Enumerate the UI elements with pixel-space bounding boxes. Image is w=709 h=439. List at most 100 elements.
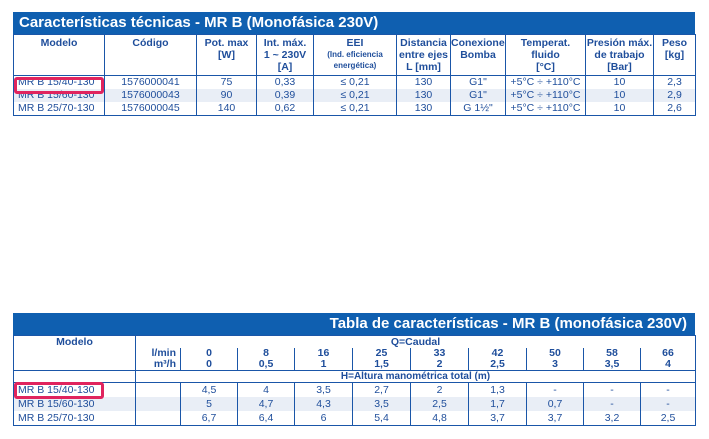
eei-cell: ≤ 0,21 <box>313 89 397 102</box>
head-value: 1,7 <box>468 397 527 411</box>
power-cell: 75 <box>196 75 257 89</box>
table-row: MR B 15/40-130 1576000041 75 0,33 ≤ 0,21… <box>13 75 696 89</box>
performance-panel: Tabla de características - MR B (monofás… <box>13 313 696 433</box>
col-header-conexiones: Conexiones Bomba <box>450 34 506 76</box>
col-header-presion: Presión máx. de trabajo [Bar] <box>585 34 654 76</box>
technical-specs-title: Características técnicas - MR B (Monofás… <box>13 12 695 34</box>
altura-header: H=Altura manométrica total (m) <box>135 370 696 383</box>
connection-cell: G 1½" <box>450 102 506 116</box>
head-value: 2,5 <box>640 411 696 426</box>
col-header-codigo: Código <box>104 34 197 76</box>
head-value: 4 <box>237 382 295 397</box>
empty-cell <box>135 411 181 426</box>
temperature-cell: +5°C ÷ +110°C <box>505 102 586 116</box>
current-cell: 0,39 <box>256 89 314 102</box>
head-value: - <box>583 382 641 397</box>
distance-cell: 130 <box>396 89 451 102</box>
temperature-cell: +5°C ÷ +110°C <box>505 75 586 89</box>
weight-cell: 2,6 <box>653 102 696 116</box>
lmin-value: 0 <box>180 348 238 359</box>
pressure-cell: 10 <box>585 102 654 116</box>
altura-header-row: H=Altura manométrica total (m) <box>13 370 696 383</box>
m3h-value: 0,5 <box>237 359 295 371</box>
performance-header-row: Modelo Q=Caudal <box>13 335 696 348</box>
m3h-value: 0 <box>180 359 238 371</box>
empty-cell <box>135 382 181 397</box>
unit-m3h: m³/h <box>135 359 181 371</box>
lmin-value: 25 <box>352 348 411 359</box>
table-row: MR B 15/60-130 1576000043 90 0,39 ≤ 0,21… <box>13 89 696 102</box>
current-cell: 0,62 <box>256 102 314 116</box>
connection-cell: G1" <box>450 89 506 102</box>
power-cell: 90 <box>196 89 257 102</box>
model-cell: MR B 25/70-130 <box>13 411 136 426</box>
col-header-peso: Peso [kg] <box>653 34 696 76</box>
pressure-cell: 10 <box>585 75 654 89</box>
technical-specs-table: Modelo Código Pot. max [W] Int. máx. 1 ~ 2… <box>13 34 696 116</box>
current-cell: 0,33 <box>256 75 314 89</box>
lmin-value: 33 <box>410 348 469 359</box>
head-value: - <box>640 382 696 397</box>
model-cell: MR B 15/40-130 <box>13 382 136 397</box>
table-row: MR B 15/60-130 5 4,7 4,3 3,5 2,5 1,7 0,7… <box>13 397 696 411</box>
table-row: MR B 25/70-130 6,7 6,4 6 5,4 4,8 3,7 3,7… <box>13 411 696 426</box>
m3h-value: 1,5 <box>352 359 411 371</box>
distance-cell: 130 <box>396 75 451 89</box>
head-value: 6 <box>294 411 353 426</box>
connection-cell: G1" <box>450 75 506 89</box>
col-header-int-max: Int. máx. 1 ~ 230V [A] <box>256 34 314 76</box>
caudal-header: Q=Caudal <box>135 335 696 348</box>
head-value: 3,5 <box>294 382 353 397</box>
lmin-row: l/min 0 8 16 25 33 42 50 58 66 <box>13 348 696 359</box>
m3h-value: 4 <box>640 359 696 371</box>
head-value: 3,7 <box>468 411 527 426</box>
head-value: 4,7 <box>237 397 295 411</box>
m3h-value: 1 <box>294 359 353 371</box>
eei-cell: ≤ 0,21 <box>313 102 397 116</box>
model-cell: MR B 25/70-130 <box>13 102 105 116</box>
col-header-distancia: Distancia entre ejes L [mm] <box>396 34 451 76</box>
m3h-row: m³/h 0 0,5 1 1,5 2 2,5 3 3,5 4 <box>13 359 696 371</box>
head-value: - <box>640 397 696 411</box>
technical-specs-header-row: Modelo Código Pot. max [W] Int. máx. 1 ~ 2… <box>13 34 696 76</box>
head-value: 4,8 <box>410 411 469 426</box>
power-cell: 140 <box>196 102 257 116</box>
lmin-value: 58 <box>583 348 641 359</box>
code-cell: 1576000045 <box>104 102 197 116</box>
highlight-box-specs-row <box>14 77 104 94</box>
m3h-value: 3,5 <box>583 359 641 371</box>
head-value: - <box>583 397 641 411</box>
performance-title: Tabla de características - MR B (monofás… <box>13 313 695 335</box>
table-row: MR B 25/70-130 1576000045 140 0,62 ≤ 0,2… <box>13 102 696 116</box>
head-value: 2 <box>410 382 469 397</box>
head-value: - <box>526 382 584 397</box>
head-value: 3,5 <box>352 397 411 411</box>
head-value: 3,2 <box>583 411 641 426</box>
col-header-eei: EEI (Ind. eficiencia energética) <box>313 34 397 76</box>
distance-cell: 130 <box>396 102 451 116</box>
unit-lmin: l/min <box>135 348 181 359</box>
lmin-value: 8 <box>237 348 295 359</box>
performance-table: Modelo Q=Caudal l/min 0 8 16 25 33 42 50… <box>13 335 696 426</box>
lmin-value: 50 <box>526 348 584 359</box>
table-row: MR B 15/40-130 4,5 4 3,5 2,7 2 1,3 - - - <box>13 382 696 397</box>
col-header-modelo: Modelo <box>13 335 136 348</box>
lmin-value: 42 <box>468 348 527 359</box>
m3h-value: 2 <box>410 359 469 371</box>
m3h-value: 2,5 <box>468 359 527 371</box>
empty-cell <box>13 370 136 383</box>
col-header-pot-max: Pot. max [W] <box>196 34 257 76</box>
code-cell: 1576000043 <box>104 89 197 102</box>
technical-specs-panel: Características técnicas - MR B (Monofás… <box>13 12 696 122</box>
head-value: 3,7 <box>526 411 584 426</box>
empty-cell <box>135 397 181 411</box>
lmin-value: 16 <box>294 348 353 359</box>
head-value: 0,7 <box>526 397 584 411</box>
pressure-cell: 10 <box>585 89 654 102</box>
code-cell: 1576000041 <box>104 75 197 89</box>
m3h-value: 3 <box>526 359 584 371</box>
head-value: 6,7 <box>180 411 238 426</box>
col-header-modelo: Modelo <box>13 34 105 76</box>
model-cell: MR B 15/60-130 <box>13 397 136 411</box>
highlight-box-performance-row <box>14 382 104 399</box>
